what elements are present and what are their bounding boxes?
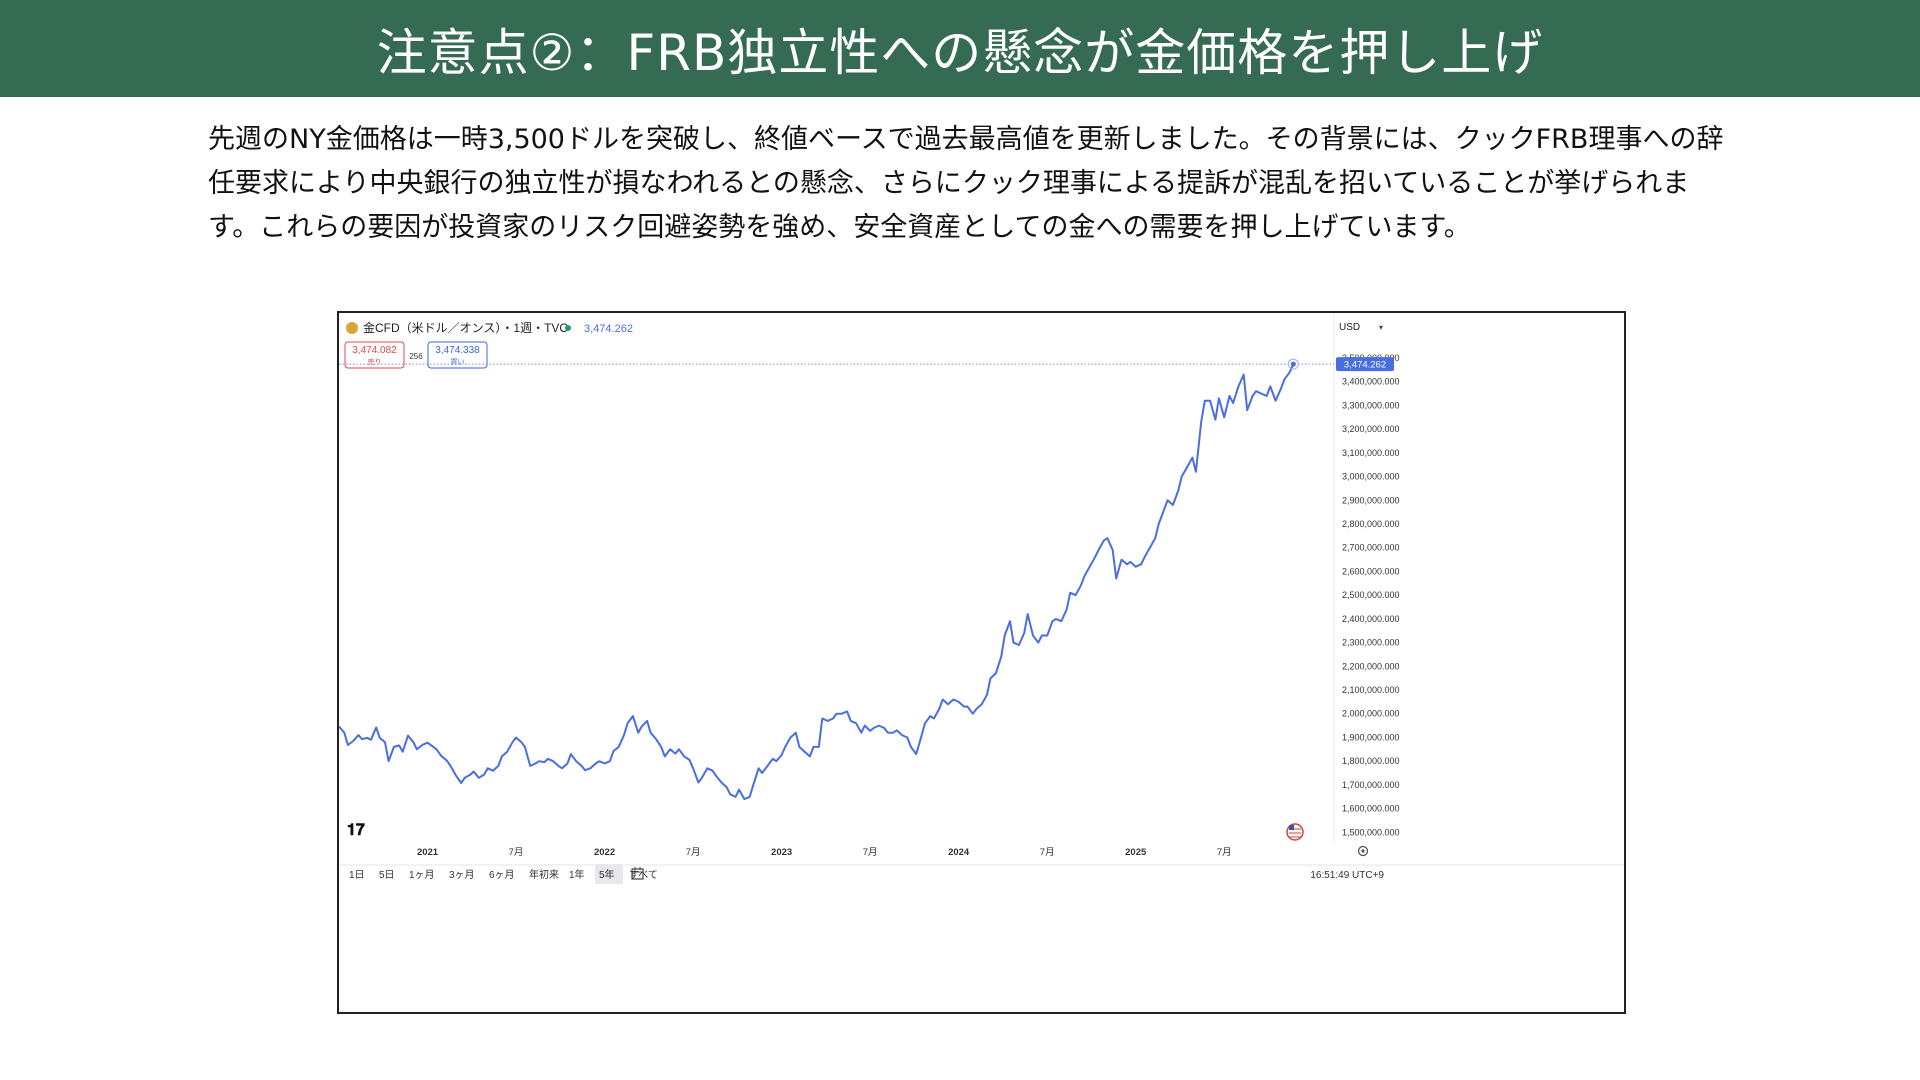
y-tick-label: 3,300,000.000: [1342, 400, 1400, 410]
x-tick-label: 7月: [1217, 847, 1232, 858]
symbol-label[interactable]: 金CFD（米ドル／オンス）・1週・TVC: [363, 320, 568, 335]
range-selector: 1日 5日 1ヶ月 3ヶ月 6ヶ月 年初来 1年 5年 すべて: [349, 864, 658, 884]
y-tick-label: 1,900,000.000: [1342, 732, 1400, 742]
range-button-label: 6ヶ月: [489, 869, 515, 881]
market-open-dot-icon: [565, 325, 571, 331]
settings-icon[interactable]: [1357, 845, 1369, 857]
chevron-down-icon: ▾: [1379, 323, 1383, 332]
y-axis[interactable]: 1,500,000.000 1,600,000.000 1,700,000.000 1…: [1342, 353, 1400, 837]
range-button-label: 1日: [349, 870, 365, 881]
x-tick-label: 2022: [594, 847, 615, 858]
range-button-label: 1ヶ月: [409, 869, 435, 881]
us-flag-icon[interactable]: [1286, 823, 1304, 841]
currency-select[interactable]: USD ▾: [1339, 322, 1383, 333]
range-button-active-bg: [595, 864, 623, 884]
range-button[interactable]: 1年: [569, 868, 585, 881]
y-tick-label: 1,500,000.000: [1342, 827, 1400, 837]
x-tick-label: 7月: [509, 847, 524, 858]
y-tick-label: 3,200,000.000: [1342, 424, 1400, 434]
x-axis[interactable]: 2021 7月 2022 7月 2023 7月 2024 7月 2025 7月: [417, 847, 1232, 858]
price-chart[interactable]: 金CFD（米ドル／オンス）・1週・TVC 3,474.262 3,474.082…: [338, 313, 1624, 1012]
range-button-label: 5日: [379, 870, 395, 881]
bid-price: 3,474.082: [352, 345, 397, 356]
bid-button[interactable]: 3,474.082 売り: [344, 341, 405, 369]
gold-icon: [346, 322, 358, 334]
x-tick-label: 2023: [771, 847, 792, 858]
tradingview-logo-icon: 𝟏𝟕: [347, 822, 365, 839]
header-last-price: 3,474.262: [584, 323, 633, 335]
y-tick-label: 2,400,000.000: [1342, 614, 1400, 624]
date-range-calendar-icon[interactable]: [631, 867, 644, 880]
y-tick-label: 2,200,000.000: [1342, 661, 1400, 671]
slide-title: 注意点②：FRB独立性への懸念が金価格を押し上げ: [376, 23, 1544, 82]
y-tick-label: 2,000,000.000: [1342, 709, 1400, 719]
y-tick-label: 2,800,000.000: [1342, 519, 1400, 529]
range-button-label: 5年: [599, 868, 615, 881]
x-tick-label: 2021: [417, 847, 439, 858]
range-button[interactable]: 1ヶ月: [409, 869, 435, 881]
y-tick-label: 2,600,000.000: [1342, 566, 1400, 576]
y-tick-label: 1,600,000.000: [1342, 804, 1400, 814]
last-price-badge: [1336, 357, 1394, 372]
y-tick-label: 3,000,000.000: [1342, 472, 1400, 482]
range-button[interactable]: 5日: [379, 870, 395, 881]
x-tick-label: 7月: [686, 847, 701, 858]
chart-header: 金CFD（米ドル／オンス）・1週・TVC 3,474.262: [346, 320, 633, 335]
ask-button[interactable]: 3,474.338 買い: [427, 341, 488, 369]
plot-area: 3,474.262: [338, 357, 1394, 801]
range-button[interactable]: 5年: [595, 864, 623, 884]
x-tick-label: 2025: [1125, 847, 1147, 858]
y-tick-label: 2,900,000.000: [1342, 495, 1400, 505]
title-banner: 注意点②：FRB独立性への懸念が金価格を押し上げ: [0, 0, 1920, 97]
y-tick-label: 3,400,000.000: [1342, 377, 1400, 387]
ask-price: 3,474.338: [435, 345, 480, 356]
last-point-halo: [1287, 358, 1299, 370]
price-series-line: [338, 363, 1295, 801]
chart-widget: 金CFD（米ドル／オンス）・1週・TVC 3,474.262 3,474.082…: [337, 311, 1626, 1014]
x-tick-label: 7月: [1040, 847, 1055, 858]
x-tick-label: 2024: [948, 847, 970, 858]
y-tick-label: 1,700,000.000: [1342, 780, 1400, 790]
last-point-marker: [1290, 361, 1296, 367]
range-button-label: 年初来: [529, 868, 559, 881]
y-tick-label: 2,700,000.000: [1342, 543, 1400, 553]
last-price-badge-label: 3,474.262: [1344, 360, 1386, 371]
x-tick-label: 7月: [863, 847, 878, 858]
y-tick-label: 2,100,000.000: [1342, 685, 1400, 695]
clock-time[interactable]: 16:51:49 UTC+9: [1310, 870, 1384, 881]
range-button[interactable]: 3ヶ月: [449, 869, 475, 881]
y-tick-label: 3,100,000.000: [1342, 448, 1400, 458]
y-tick-label: 1,800,000.000: [1342, 756, 1400, 766]
range-button[interactable]: 1日: [349, 870, 365, 881]
range-button[interactable]: 年初来: [529, 868, 559, 881]
range-button[interactable]: 6ヶ月: [489, 869, 515, 881]
y-tick-label: 2,500,000.000: [1342, 590, 1400, 600]
range-button-label: 3ヶ月: [449, 869, 475, 881]
bid-label: 売り: [368, 357, 382, 366]
spread-value: 256: [409, 352, 423, 361]
range-button-label: 1年: [569, 868, 585, 881]
y-tick-label: 2,300,000.000: [1342, 638, 1400, 648]
currency-label: USD: [1339, 322, 1360, 333]
body-paragraph: 先週のNY金価格は一時3,500ドルを突破し、終値ベースで過去最高値を更新しまし…: [208, 124, 1724, 243]
ask-label: 買い: [451, 358, 465, 366]
